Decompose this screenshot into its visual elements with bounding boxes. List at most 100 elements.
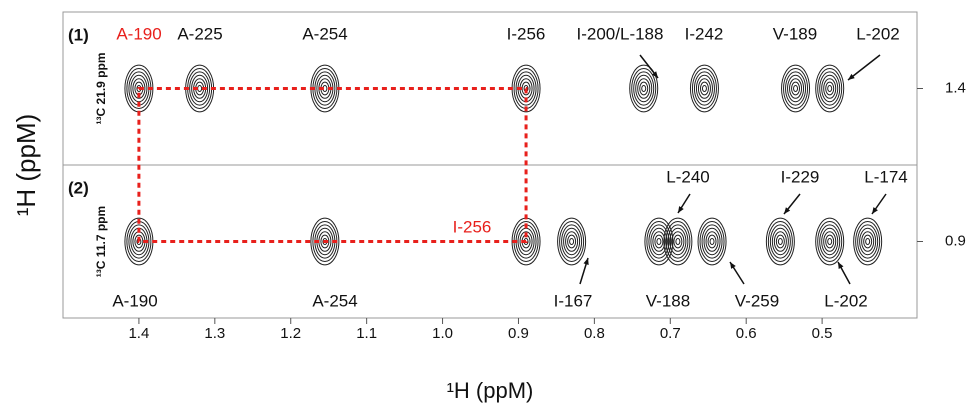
contour-ring: [863, 234, 873, 249]
peak-label: A-190: [112, 291, 157, 310]
contour-ring: [701, 85, 707, 92]
contour-ring: [785, 71, 807, 106]
panel-label: (2): [68, 178, 89, 197]
contour-ring: [709, 238, 715, 245]
contour-ring: [819, 224, 841, 259]
contour-ring: [775, 234, 785, 249]
contour-ring: [793, 85, 799, 92]
peak-label: V-189: [773, 24, 817, 43]
peak-label: I-242: [685, 24, 724, 43]
contour-ring: [673, 234, 683, 249]
contour-ring: [855, 221, 881, 262]
x-tick-label: 1.1: [356, 325, 377, 342]
peak-label: I-200/L-188: [577, 24, 664, 43]
x-tick-label: 0.6: [736, 325, 757, 342]
contour-ring: [665, 221, 691, 262]
contour-ring: [817, 221, 843, 262]
panel-label: (1): [68, 25, 89, 44]
x-tick-label: 0.7: [660, 325, 681, 342]
contour-ring: [697, 78, 711, 99]
panel-y-label: ¹³C 21.9 ppm: [94, 52, 108, 124]
contour-ring: [663, 217, 693, 266]
contour-ring: [197, 85, 203, 92]
x-tick-label: 1.2: [280, 325, 301, 342]
peak-label: L-202: [856, 24, 899, 43]
contour-ring: [128, 224, 150, 259]
peak-label: V-188: [646, 291, 690, 310]
figure-y-label: ¹H (ppM): [11, 114, 41, 217]
contour-ring: [819, 71, 841, 106]
arrow-head: [583, 258, 589, 265]
peak-label: A-254: [312, 291, 357, 310]
peak-label: A-225: [177, 24, 222, 43]
contour-ring: [821, 74, 839, 103]
contour-ring: [853, 217, 883, 266]
contour-ring: [654, 234, 664, 249]
x-tick-label: 1.4: [128, 325, 149, 342]
arrow-head: [838, 262, 844, 269]
contour-ring: [635, 74, 653, 103]
contour-ring: [765, 217, 795, 266]
contour-ring: [789, 78, 803, 99]
x-tick-label: 1.0: [432, 325, 453, 342]
contour-ring: [644, 217, 674, 266]
peak-label: I-229: [781, 167, 820, 186]
contour-ring: [689, 64, 719, 113]
contour-ring: [567, 234, 577, 249]
contour-ring: [697, 217, 727, 266]
arrow-head: [848, 73, 855, 80]
peak-label: A-190: [116, 24, 161, 43]
contour-ring: [667, 224, 689, 259]
peak-label: I-256: [453, 217, 492, 236]
x-tick-label: 0.9: [508, 325, 529, 342]
contour-ring: [559, 221, 585, 262]
peak-label: L-174: [864, 167, 907, 186]
contour-ring: [675, 238, 681, 245]
contour-ring: [815, 217, 845, 266]
contour-ring: [823, 78, 837, 99]
contour-ring: [857, 224, 879, 259]
contour-ring: [631, 68, 657, 109]
contour-ring: [515, 71, 537, 106]
contour-ring: [561, 224, 583, 259]
x-tick-label: 0.8: [584, 325, 605, 342]
peak: [815, 64, 845, 113]
x-axis-label: ¹H (ppM): [447, 378, 534, 403]
peak: [557, 217, 587, 266]
contour-ring: [827, 85, 833, 92]
contour-ring: [771, 227, 789, 256]
contour-ring: [825, 81, 835, 96]
peak-label: L-202: [824, 291, 867, 310]
x-tick-label: 1.3: [204, 325, 225, 342]
contour-ring: [565, 231, 579, 252]
peak: [629, 64, 659, 113]
contour-ring: [310, 217, 340, 266]
contour-ring: [646, 221, 672, 262]
peak: [765, 217, 795, 266]
peak: [185, 64, 215, 113]
arrow-head: [730, 262, 736, 269]
contour-ring: [569, 238, 575, 245]
contour-ring: [633, 71, 655, 106]
contour-ring: [815, 64, 845, 113]
contour-ring: [132, 78, 146, 99]
contour-ring: [652, 231, 666, 252]
contour-ring: [130, 74, 148, 103]
y-tick-label: 0.9: [945, 232, 966, 249]
contour-ring: [773, 231, 787, 252]
contour-ring: [641, 85, 647, 92]
arrow-head: [678, 206, 684, 213]
panel-y-label: ¹³C 11.7 ppm: [94, 206, 108, 277]
contour-ring: [669, 227, 687, 256]
contour-ring: [781, 64, 811, 113]
contour-ring: [825, 234, 835, 249]
peak: [663, 217, 693, 266]
contour-ring: [701, 224, 723, 259]
contour-ring: [637, 78, 651, 99]
contour-ring: [699, 221, 725, 262]
contour-ring: [823, 231, 837, 252]
contour-ring: [320, 234, 330, 249]
peak: [689, 64, 719, 113]
peak: [781, 64, 811, 113]
